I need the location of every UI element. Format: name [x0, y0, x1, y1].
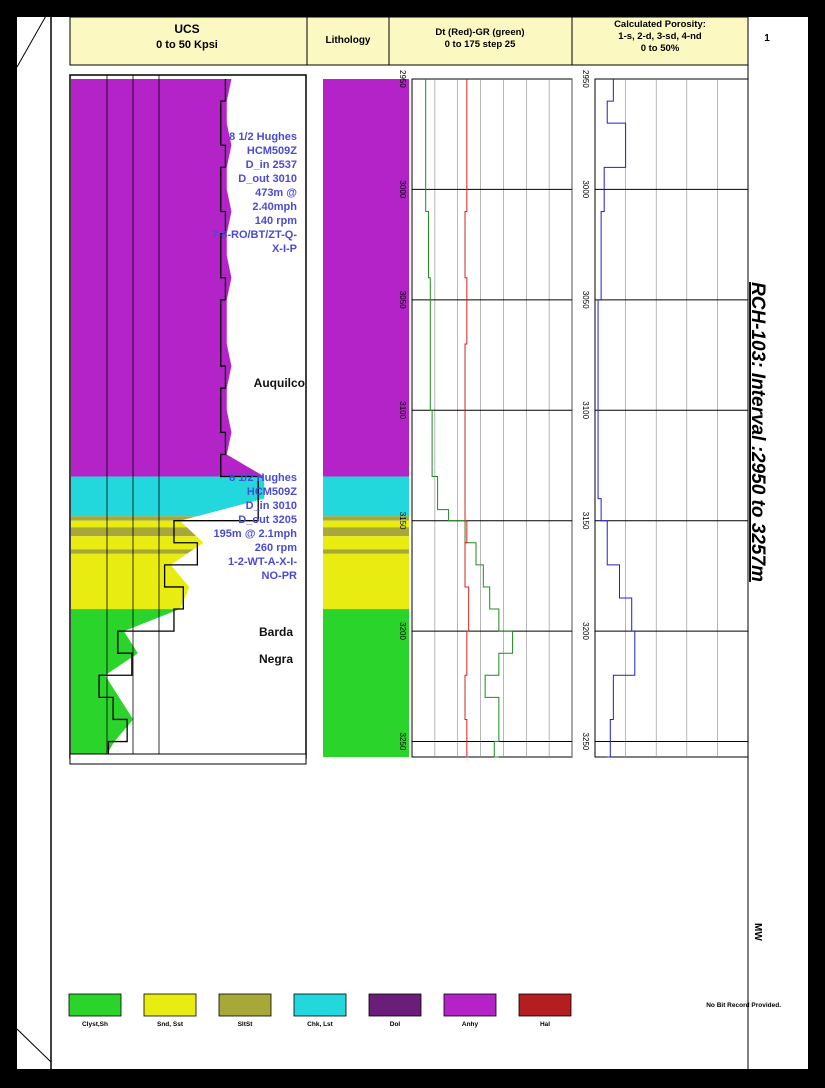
formation-label-negra: Negra [259, 652, 293, 666]
bit-run-1-line: D_in 2537 [246, 159, 297, 171]
legend-label: Chk, Lst [307, 1021, 333, 1028]
depth-tick-label: 3250 [398, 733, 407, 751]
legend-label: Dol [390, 1021, 401, 1028]
lithology-band [323, 609, 409, 757]
formation-label-barda: Barda [259, 625, 293, 639]
depth-tick-label: 3050 [398, 291, 407, 309]
legend-swatch [518, 993, 572, 1017]
lithology-band [323, 476, 409, 517]
ucs-header-line2: 0 to 50 Kpsi [156, 39, 218, 51]
bit-run-2-line: 195m @ 2.1mph [214, 528, 298, 540]
depth-tick-label: 3150 [398, 512, 407, 530]
depth-tick-label: 2950 [581, 70, 590, 88]
bit-run-1-line: 8 1/2 Hughes [229, 131, 297, 143]
legend-swatch [68, 993, 122, 1017]
legend-label: Clyst,Sh [82, 1021, 108, 1028]
depth-tick-label: 3200 [398, 622, 407, 640]
porosity-header-line3: 0 to 50% [641, 43, 680, 54]
bit-run-2-line: HCM509Z [247, 486, 297, 498]
ucs-lith-band [71, 516, 305, 521]
depth-ticks: 2950 2950 3000 3000 3050 3050 3100 3100 3150 3150… [398, 70, 590, 751]
legend-swatch [368, 993, 422, 1017]
dt-header-line2: 0 to 175 step 25 [445, 39, 516, 50]
depth-tick-label: 2950 [398, 70, 407, 88]
bit-run-2-line: D_out 3205 [238, 514, 297, 526]
gr-curve [425, 79, 514, 758]
well-log-chart: UCS 0 to 50 Kpsi Lithology Dt (Red)-GR (… [17, 17, 781, 1069]
legend-label: Anhy [462, 1021, 479, 1028]
formation-label-auquilco: Auquilco [254, 376, 305, 390]
legend-swatch [443, 993, 497, 1017]
bit-run-1: 8 1/2 Hughes HCM509Z D_in 2537 D_out 301… [211, 131, 297, 255]
bit-run-2-line: 260 rpm [255, 542, 297, 554]
bit-run-2-line: D_in 3010 [246, 500, 297, 512]
porosity-track [594, 78, 749, 758]
lithology-column [323, 79, 409, 757]
lithology-band [323, 527, 409, 537]
log-page: UCS 0 to 50 Kpsi Lithology Dt (Red)-GR (… [17, 17, 808, 1069]
bit-run-1-line: HCM509Z [247, 145, 297, 157]
legend-swatch [143, 993, 197, 1017]
depth-tick-label: 3000 [581, 180, 590, 198]
depth-tick-label: 3100 [581, 401, 590, 419]
bit-record-note: No Bit Record Provided. [706, 1002, 781, 1009]
track-number: 1 [764, 33, 770, 44]
lithology-legend: Clyst,Sh Snd, Sst SltSt Chk, Lst Dol Anhy Hal [68, 993, 572, 1028]
depth-tick-label: 3150 [581, 512, 590, 530]
legend-swatch [293, 993, 347, 1017]
porosity-curve [597, 79, 636, 758]
depth-tick-label: 3000 [398, 180, 407, 198]
bit-run-1-line: X-I-P [272, 243, 297, 255]
legend-label: SltSt [238, 1021, 254, 1028]
lithology-band [323, 520, 409, 528]
legend-label: Hal [540, 1021, 550, 1028]
bit-run-2-line: NO-PR [262, 570, 298, 582]
well-interval-title: RCH-103: Interval :2950 to 3257m [747, 282, 768, 582]
track-grids [106, 75, 748, 758]
log-curves [98, 79, 636, 758]
bit-run-1-line: 2.40mph [252, 201, 297, 213]
depth-tick-label: 3250 [581, 733, 590, 751]
ucs-lithology-fill [71, 79, 305, 757]
depth-tick-label: 3050 [581, 291, 590, 309]
lithology-band [323, 549, 409, 554]
bit-run-2: 8 1/2 Hughes HCM509Z D_in 3010 D_out 320… [214, 472, 298, 582]
header-band [69, 17, 749, 66]
ucs-curve [98, 79, 259, 758]
lithology-band [323, 516, 409, 521]
porosity-header-line2: 1-s, 2-d, 3-sd, 4-nd [618, 31, 702, 42]
lithology-header: Lithology [326, 35, 371, 46]
ucs-lith-band [71, 549, 305, 554]
dt-curve [464, 79, 470, 758]
bit-run-1-line: 473m @ [255, 187, 297, 199]
lithology-band [323, 79, 409, 477]
legend-swatch [218, 993, 272, 1017]
bit-run-1-line: 7-8-RO/BT/ZT-Q- [211, 229, 297, 241]
legend-label: Snd, Sst [157, 1021, 184, 1028]
depth-tick-label: 3100 [398, 401, 407, 419]
bit-run-2-line: 8 1/2 Hughes [229, 472, 297, 484]
porosity-header-line1: Calculated Porosity: [614, 19, 706, 30]
ucs-header-line1: UCS [174, 22, 199, 36]
ucs-envelope [105, 79, 305, 757]
dt-gr-track [411, 78, 573, 758]
ucs-lith-band [71, 527, 305, 537]
bit-run-1-line: 140 rpm [255, 215, 297, 227]
bit-run-2-line: 1-2-WT-A-X-I- [228, 556, 297, 568]
lithology-band [323, 536, 409, 550]
depth-tick-label: 3200 [581, 622, 590, 640]
mw-label: MW [752, 923, 763, 941]
bit-run-1-line: D_out 3010 [238, 173, 297, 185]
dt-header-line1: Dt (Red)-GR (green) [435, 27, 524, 38]
lithology-band [323, 553, 409, 610]
